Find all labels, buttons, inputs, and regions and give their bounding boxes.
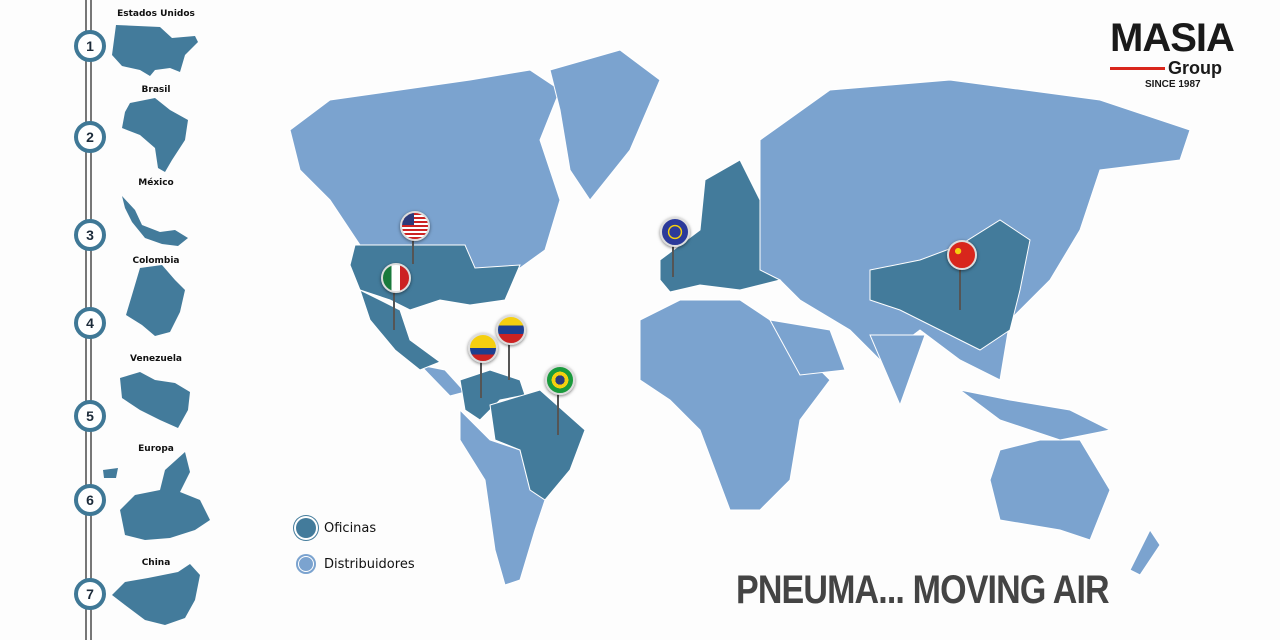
mexico-shape bbox=[122, 196, 188, 246]
usa bbox=[349, 244, 521, 311]
pin-stick-colombia bbox=[480, 358, 482, 398]
flag-china-pin[interactable] bbox=[947, 240, 977, 270]
flag-venezuela-pin[interactable] bbox=[496, 315, 526, 345]
label-venezuela: Venezuela bbox=[130, 354, 182, 364]
pin-stick-mexico bbox=[393, 288, 395, 330]
label-brazil: Brasil bbox=[141, 85, 171, 95]
colombia-shape bbox=[126, 265, 185, 336]
venezuela-shape bbox=[120, 372, 190, 428]
label-china: China bbox=[141, 558, 171, 568]
flag-usa-pin[interactable] bbox=[400, 211, 430, 241]
step-4: 4 bbox=[74, 307, 106, 339]
new-zealand bbox=[1129, 529, 1161, 576]
europe-shape bbox=[103, 452, 210, 540]
label-mexico: México bbox=[138, 178, 174, 188]
flag-colombia-pin[interactable] bbox=[468, 333, 498, 363]
legend-offices: Oficinas bbox=[296, 518, 376, 538]
australia bbox=[989, 439, 1111, 541]
legend-offices-label: Oficinas bbox=[324, 520, 377, 536]
se-asia-islands bbox=[959, 389, 1112, 441]
colombia-venezuela bbox=[459, 369, 526, 421]
usa-shape bbox=[112, 25, 198, 76]
step-3: 3 bbox=[74, 219, 106, 251]
pin-stick-eu bbox=[672, 242, 674, 277]
slogan: PNEUMA... MOVING AIR bbox=[736, 568, 1110, 612]
offices-swatch bbox=[296, 518, 316, 538]
masia-logo: MASIA Group SINCE 1987 bbox=[1110, 18, 1245, 90]
greenland bbox=[549, 49, 661, 201]
india bbox=[869, 334, 926, 407]
step-1: 1 bbox=[74, 30, 106, 62]
europe bbox=[659, 159, 782, 293]
legend-distributors-label: Distribuidores bbox=[324, 556, 415, 572]
arabia bbox=[769, 319, 846, 376]
label-usa: Estados Unidos bbox=[117, 9, 195, 19]
africa bbox=[639, 299, 831, 511]
pin-stick-usa bbox=[412, 236, 414, 264]
step-2: 2 bbox=[74, 121, 106, 153]
distributors-swatch bbox=[296, 554, 316, 574]
pin-stick-venezuela bbox=[508, 340, 510, 380]
mexico bbox=[359, 289, 442, 371]
brazil bbox=[489, 389, 586, 501]
legend-distributors: Distribuidores bbox=[296, 554, 415, 574]
flag-eu-pin[interactable] bbox=[660, 217, 690, 247]
logo-since: SINCE 1987 bbox=[1145, 79, 1201, 90]
flag-brazil-pin[interactable] bbox=[545, 365, 575, 395]
logo-name: MASIA bbox=[1110, 16, 1235, 60]
pin-stick-china bbox=[959, 265, 961, 310]
country-silhouettes bbox=[103, 25, 210, 625]
brazil-shape bbox=[122, 98, 188, 172]
china-shape bbox=[112, 564, 200, 625]
step-5: 5 bbox=[74, 400, 106, 432]
step-7: 7 bbox=[74, 578, 106, 610]
flag-mexico-pin[interactable] bbox=[381, 263, 411, 293]
label-colombia: Colombia bbox=[132, 256, 180, 266]
step-6: 6 bbox=[74, 484, 106, 516]
pin-stick-brazil bbox=[557, 390, 559, 435]
central-america bbox=[418, 364, 466, 397]
canada-alaska bbox=[289, 69, 561, 269]
logo-group: Group bbox=[1168, 58, 1222, 78]
logo-red-bar bbox=[1110, 67, 1165, 70]
label-europe: Europa bbox=[138, 444, 174, 454]
